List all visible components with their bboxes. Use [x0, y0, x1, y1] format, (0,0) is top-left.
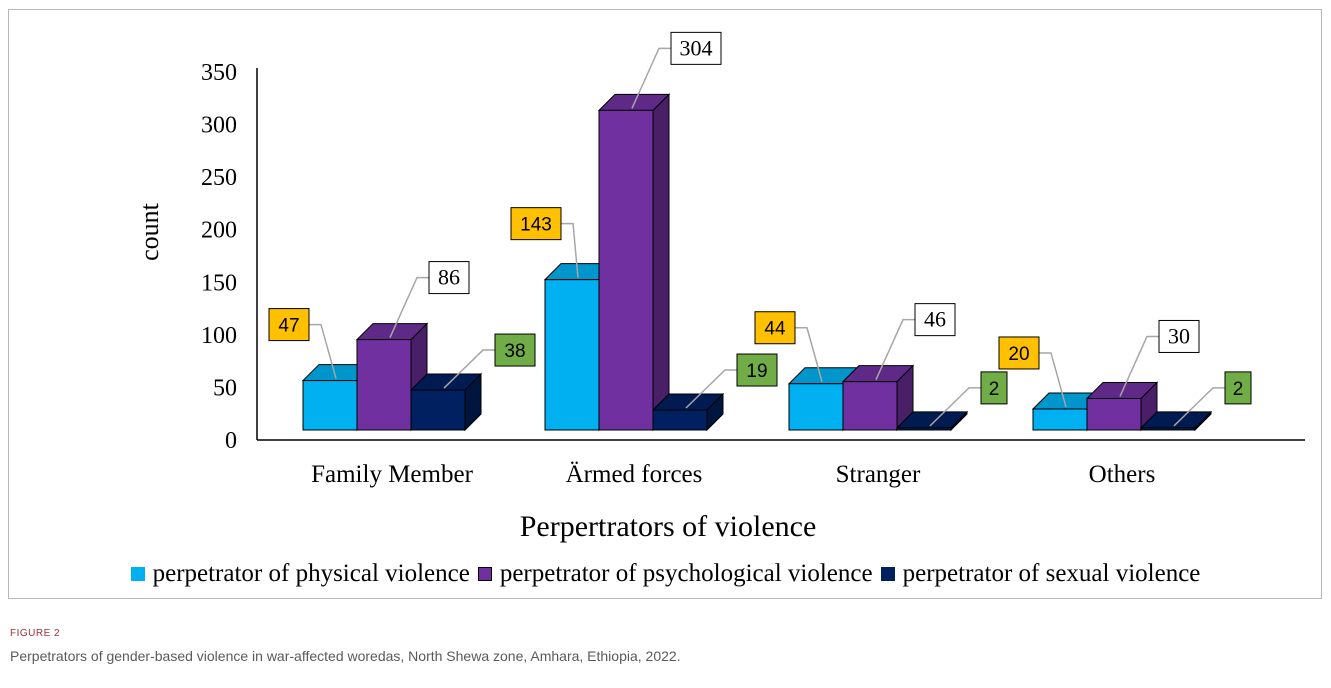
legend-label: perpetrator of physical violence	[152, 560, 470, 587]
x-tick-label: Ärmed forces	[566, 461, 703, 488]
svg-text:143: 143	[520, 215, 552, 236]
chart-data-labels: 47 86 38 143 304 19 44 46 2 20 30 2	[268, 31, 1252, 427]
data-label: 47	[268, 308, 337, 379]
figure-caption: Perpetrators of gender-based violence in…	[10, 648, 681, 664]
y-tick-label: 300	[201, 113, 237, 139]
x-tick-label: Family Member	[311, 461, 473, 488]
y-tick-label: 0	[225, 428, 237, 454]
y-tick-label: 100	[201, 323, 237, 349]
y-tick-label: 200	[201, 218, 237, 244]
bar	[597, 93, 671, 432]
legend-item: perpetrator of sexual violence	[880, 560, 1201, 588]
data-label: 38	[443, 333, 536, 389]
svg-text:30: 30	[1168, 323, 1190, 348]
legend-swatch	[477, 567, 492, 581]
svg-text:19: 19	[746, 361, 767, 382]
data-label: 19	[685, 353, 778, 409]
bar	[409, 372, 483, 432]
chart-bars	[301, 93, 1213, 432]
y-tick-label: 50	[213, 375, 237, 401]
svg-text:47: 47	[278, 316, 299, 337]
svg-text:2: 2	[989, 379, 1000, 400]
x-axis-label: Perpertrators of violence	[520, 510, 817, 543]
legend-label: perpetrator of sexual violence	[902, 560, 1201, 587]
svg-text:304: 304	[680, 35, 713, 60]
svg-text:46: 46	[924, 307, 946, 332]
figure-frame	[8, 9, 1322, 599]
data-label: 2	[1173, 371, 1252, 427]
svg-text:86: 86	[438, 265, 460, 290]
legend-swatch	[130, 567, 145, 581]
bar	[651, 392, 725, 432]
bar	[895, 410, 969, 432]
y-axis-label: count	[135, 202, 164, 261]
svg-text:38: 38	[504, 341, 525, 362]
x-tick-label: Stranger	[836, 461, 921, 488]
chart-axes: 0 50 100 150 200 250 300 350 Family Member Ärmed …	[201, 60, 1305, 488]
y-tick-label: 350	[201, 60, 237, 86]
legend-label: perpetrator of psychological violence	[499, 560, 873, 587]
y-tick-label: 150	[201, 270, 237, 296]
legend-item: perpetrator of physical violence	[130, 560, 470, 588]
bar	[1139, 410, 1213, 432]
legend-item: perpetrator of psychological violence	[477, 560, 873, 588]
data-label: 86	[389, 261, 470, 338]
figure-label: FIGURE 2	[10, 628, 61, 639]
data-label: 143	[510, 207, 579, 278]
data-label: 44	[754, 311, 823, 382]
data-label: 30	[1119, 319, 1200, 397]
data-label: 46	[875, 303, 956, 380]
svg-text:20: 20	[1008, 344, 1029, 365]
chart-legend: perpetrator of physical violence perpetra…	[0, 560, 1331, 600]
svg-text:2: 2	[1233, 379, 1244, 400]
data-label: 304	[631, 31, 722, 109]
bar-chart: 0 50 100 150 200 250 300 350 Family Member Ärmed …	[135, 31, 1305, 543]
legend-swatch	[880, 567, 895, 581]
y-tick-label: 250	[201, 165, 237, 191]
data-label: 20	[998, 336, 1067, 408]
data-label: 2	[929, 371, 1008, 427]
svg-text:44: 44	[764, 319, 786, 340]
x-tick-label: Others	[1089, 461, 1156, 488]
